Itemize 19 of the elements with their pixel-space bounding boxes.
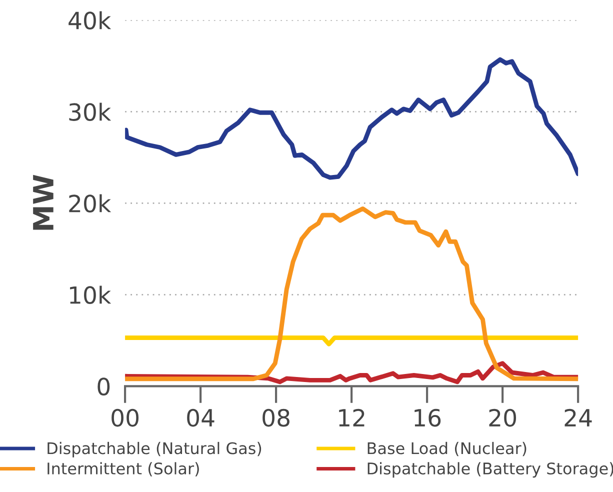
x-tick-label: 24: [564, 408, 592, 426]
line-series: [125, 57, 578, 180]
y-tick-label: 0: [98, 378, 110, 396]
y-tick-label: 20k: [69, 194, 112, 212]
legend-label: Base Load (Nuclear): [368, 442, 526, 456]
legend-label: Intermittent (Solar): [48, 462, 199, 476]
legend-label: Dispatchable (Natural Gas): [48, 442, 262, 458]
x-tick-label: 16: [414, 408, 441, 427]
y-tick-label: 40k: [68, 11, 112, 30]
legend-label: Dispatchable (Battery Storage): [368, 462, 613, 478]
x-tick-label: 20: [489, 408, 516, 427]
x-tick-label: 04: [187, 408, 214, 427]
x-tick-label: 08: [262, 408, 290, 427]
y-tick-label: 30k: [69, 102, 112, 121]
line-series: [125, 206, 578, 382]
x-tick-label: 00: [112, 408, 139, 427]
y-axis-title: MW: [33, 174, 54, 230]
y-tick-label: 10k: [70, 286, 112, 304]
x-tick-label: 12: [339, 408, 364, 426]
